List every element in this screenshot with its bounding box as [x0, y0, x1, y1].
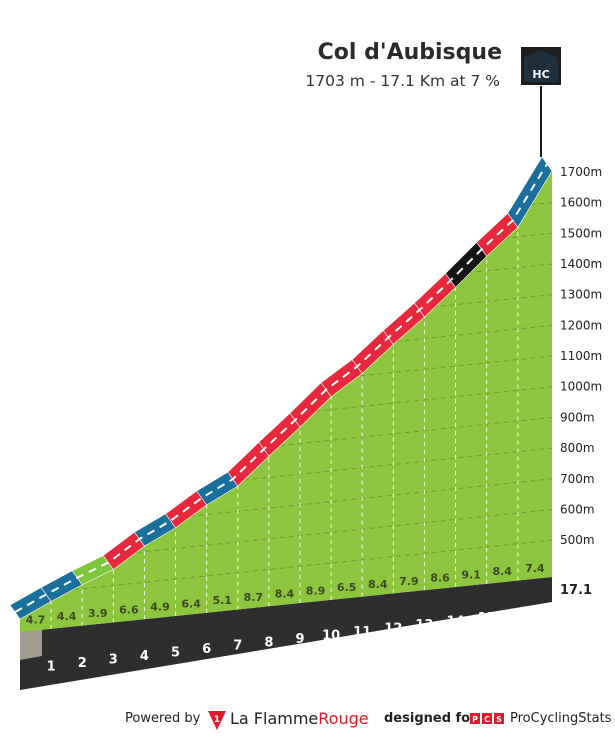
grid-line-1100 — [20, 355, 552, 412]
lfr-suffix: Rouge — [318, 709, 369, 728]
grid-line-1700 — [20, 171, 552, 228]
svg-text:C: C — [484, 715, 490, 724]
km-label-15: 15 — [478, 611, 496, 626]
y-tick-1300: 1300m — [560, 288, 602, 302]
km-label-11: 11 — [353, 625, 371, 640]
y-tick-1700: 1700m — [560, 165, 602, 179]
grid-line-900 — [20, 416, 552, 473]
km-label-9: 9 — [295, 632, 304, 647]
km-label-14: 14 — [447, 614, 465, 629]
y-tick-800: 800m — [560, 441, 595, 455]
summit-marker: HC — [521, 47, 561, 157]
y-tick-1100: 1100m — [560, 349, 602, 363]
pcs-logo-icon: P C S — [470, 713, 504, 724]
gradient-label-13: 7.9 — [399, 575, 419, 588]
gradient-label-11: 6.5 — [337, 581, 357, 594]
procyclingstats-name: ProCyclingStats — [510, 711, 612, 726]
gradient-label-6: 6.4 — [181, 597, 201, 610]
climb-subtitle: 1703 m - 17.1 Km at 7 % — [305, 72, 500, 90]
km-label-13: 13 — [415, 618, 433, 633]
y-tick-700: 700m — [560, 472, 595, 486]
gradient-label-17: 7.4 — [525, 562, 545, 575]
grid-line-600 — [20, 508, 552, 565]
category-badge: HC — [532, 68, 549, 81]
grid-line-1000 — [20, 386, 552, 443]
lfr-prefix: La Flamme — [230, 709, 319, 728]
y-tick-600: 600m — [560, 502, 595, 516]
footer: Powered by 1 La FlammeRouge designed for… — [0, 708, 615, 732]
km-label-10: 10 — [322, 628, 340, 643]
la-flamme-rouge-logo: La FlammeRouge — [230, 709, 369, 728]
grid-line-1200 — [20, 324, 552, 381]
gradient-label-9: 8.4 — [275, 588, 295, 601]
gradient-label-4: 6.6 — [119, 604, 139, 617]
y-tick-1000: 1000m — [560, 380, 602, 394]
y-tick-900: 900m — [560, 410, 595, 424]
grid-line-700 — [20, 478, 552, 535]
grid-line-500 — [20, 539, 552, 596]
gradient-label-2: 4.4 — [57, 610, 77, 623]
svg-text:1: 1 — [214, 715, 220, 725]
total-distance-label: 17.1 — [560, 583, 592, 598]
km-label-7: 7 — [233, 639, 242, 654]
gradient-label-5: 4.9 — [150, 601, 170, 614]
km-label-4: 4 — [140, 649, 149, 664]
km-label-8: 8 — [264, 635, 273, 650]
y-tick-500: 500m — [560, 533, 595, 547]
y-tick-1500: 1500m — [560, 226, 602, 240]
km-label-12: 12 — [384, 621, 402, 636]
grid-line-1300 — [20, 294, 552, 351]
gradient-label-10: 8.9 — [306, 584, 326, 597]
y-tick-1200: 1200m — [560, 318, 602, 332]
road-center-dash — [14, 163, 548, 613]
km-label-16: 16 — [509, 608, 527, 623]
gradient-label-12: 8.4 — [368, 578, 388, 591]
gradient-label-1: 4.7 — [26, 613, 46, 626]
elevation-profile-chart: 4.7 4.4 3.9 6.6 4.9 6.4 5.1 8.7 8.4 8.9 6.5 8.4 7.9 8… — [9, 47, 602, 690]
gradient-label-15: 9.1 — [461, 568, 481, 581]
gradient-label-16: 8.4 — [492, 565, 512, 578]
y-tick-1400: 1400m — [560, 257, 602, 271]
la-flamme-rouge-icon: 1 — [208, 711, 226, 730]
profile-area — [20, 171, 552, 632]
svg-text:S: S — [496, 715, 502, 724]
base-ribbon-shape — [20, 577, 552, 690]
gradient-label-3: 3.9 — [88, 607, 108, 620]
powered-by-text: Powered by — [125, 711, 201, 726]
gradient-label-14: 8.6 — [430, 572, 450, 585]
svg-text:P: P — [472, 715, 478, 724]
km-label-5: 5 — [171, 646, 180, 661]
designed-for-text: designed for — [384, 711, 477, 726]
gradient-label-7: 5.1 — [212, 594, 232, 607]
km-label-6: 6 — [202, 642, 211, 657]
gradient-labels: 4.7 4.4 3.9 6.6 4.9 6.4 5.1 8.7 8.4 8.9 6.5 8.4 7.9 8… — [26, 562, 545, 627]
start-side-face — [20, 626, 42, 660]
y-axis-labels: 500m 600m 700m 800m 900m 1000m 1100m 1200m 1300m… — [560, 165, 602, 547]
road-dash-line — [14, 163, 548, 613]
profile-fill — [20, 171, 552, 632]
km-label-2: 2 — [78, 656, 87, 671]
km-label-1: 1 — [47, 660, 56, 675]
y-tick-1600: 1600m — [560, 196, 602, 210]
grid-line-800 — [20, 447, 552, 504]
climb-title: Col d'Aubisque — [317, 40, 502, 65]
gradient-label-8: 8.7 — [244, 591, 264, 604]
base-ribbon — [20, 577, 552, 690]
km-label-3: 3 — [109, 653, 118, 668]
